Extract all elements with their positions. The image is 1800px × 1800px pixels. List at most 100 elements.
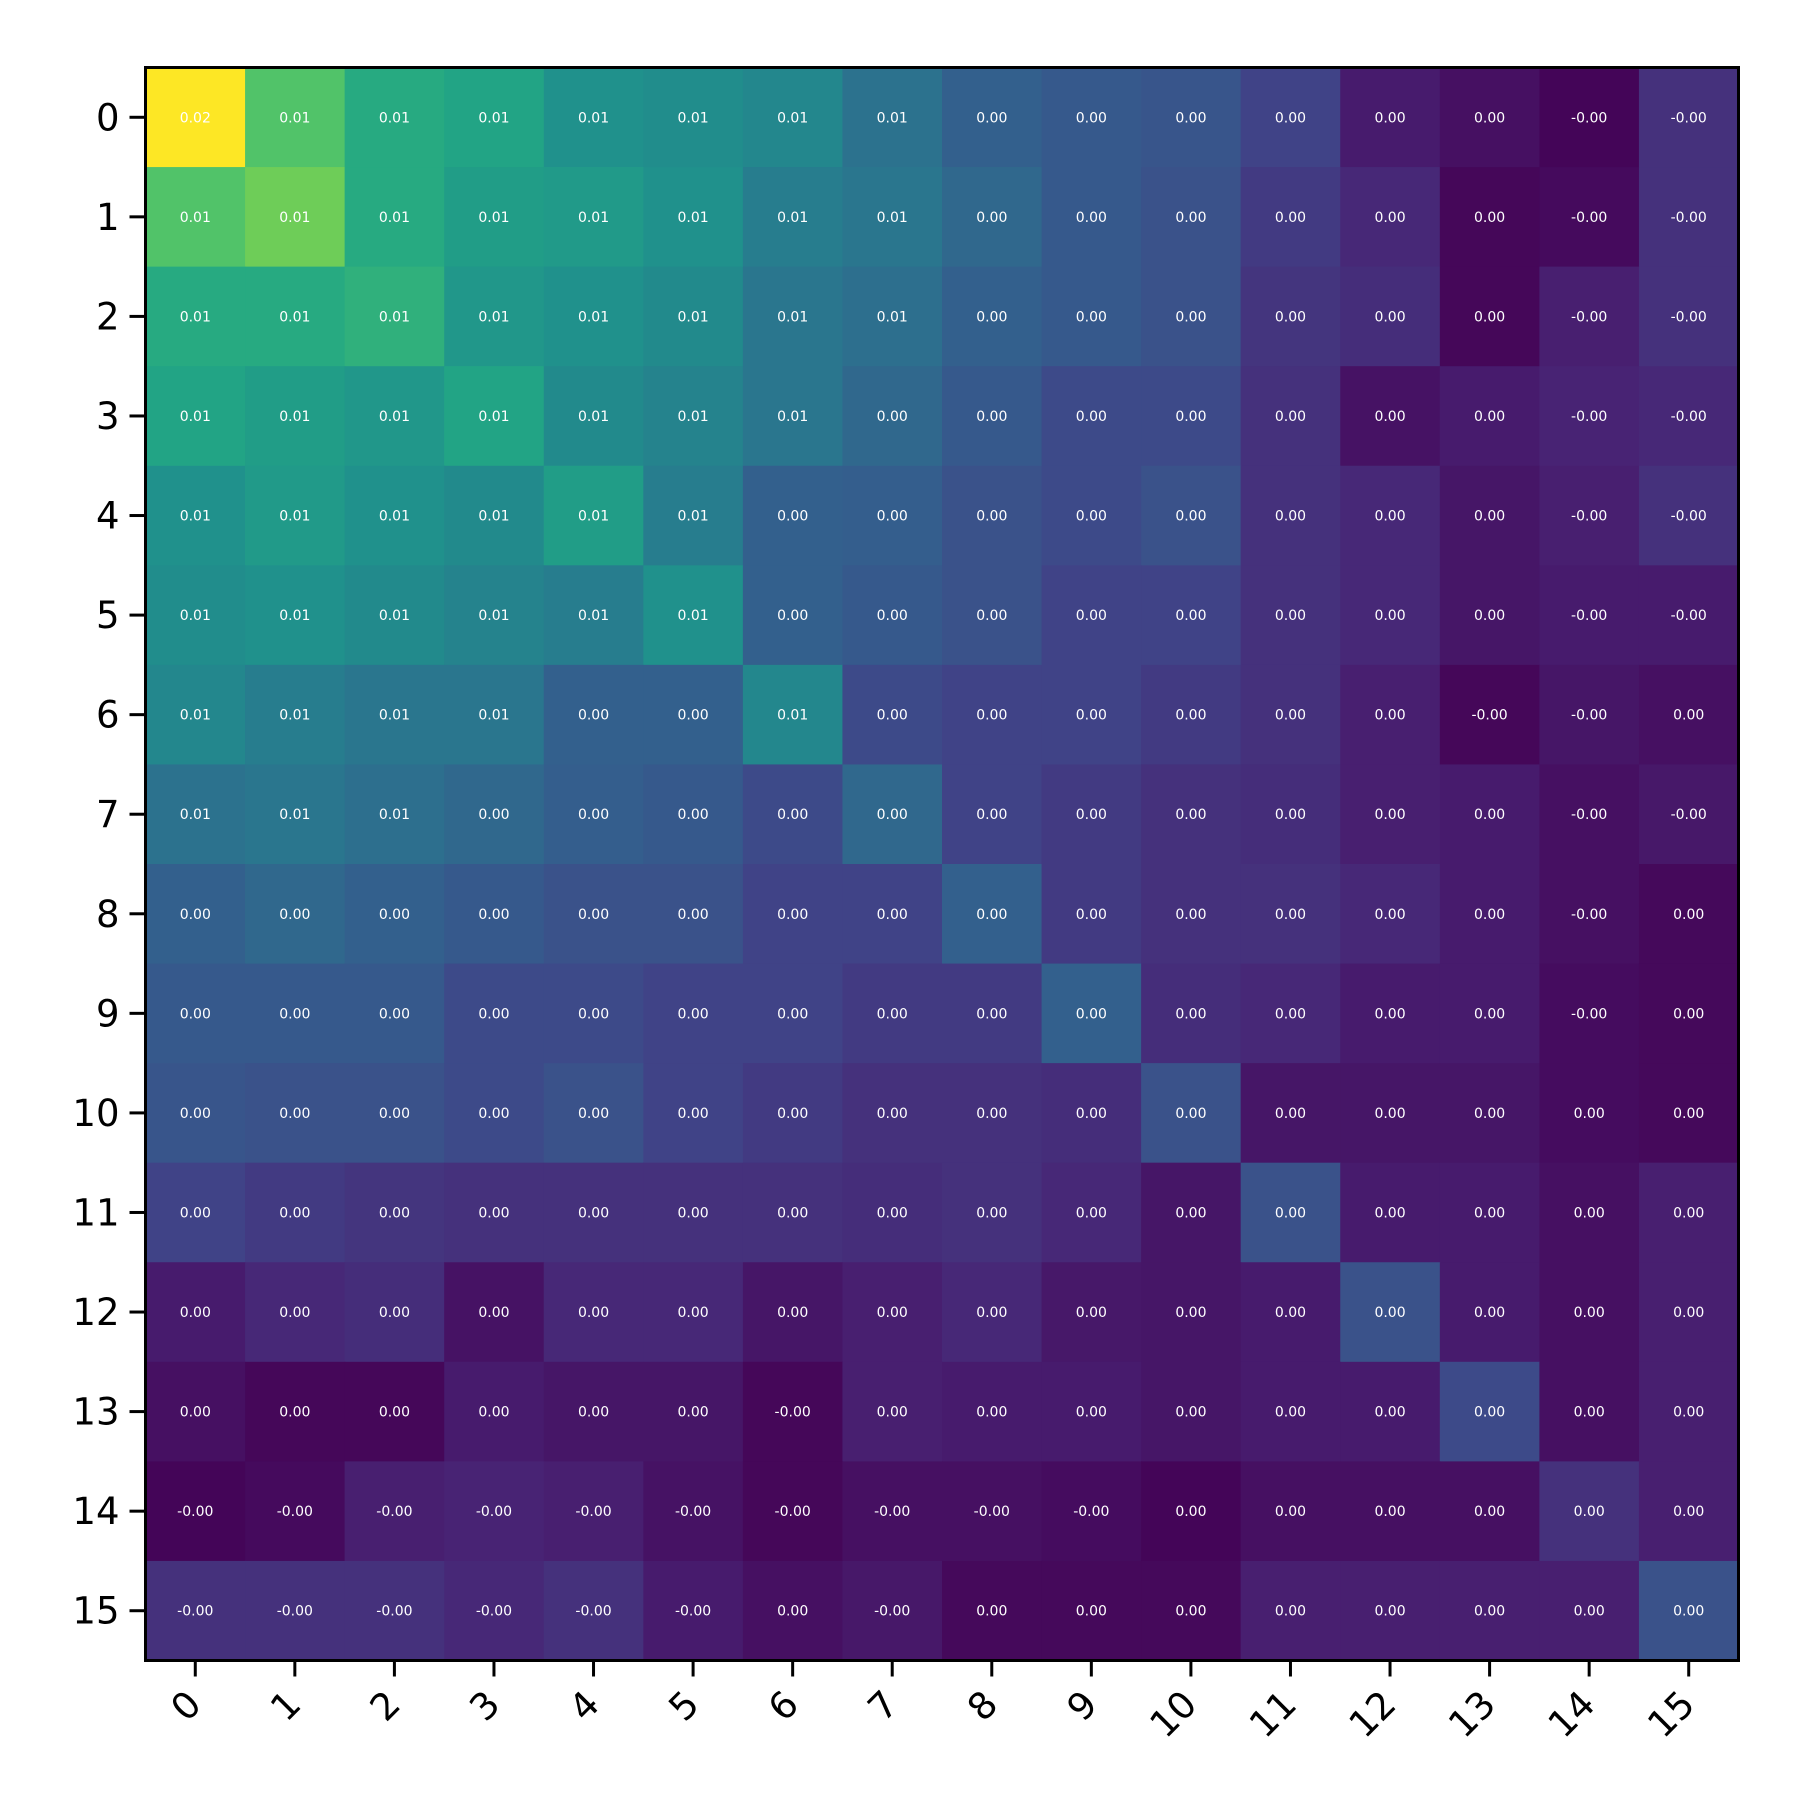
heatmap-cell-label: 0.01 [678,210,709,226]
heatmap-cell-label: 0.00 [1474,309,1505,325]
heatmap-cell [543,565,644,666]
heatmap-cell-label: 0.00 [1076,807,1107,823]
heatmap-cell [543,1063,644,1164]
heatmap-cell [444,1461,545,1562]
heatmap-cell-label: 0.00 [578,907,609,923]
heatmap-cell-label: 0.00 [1175,1405,1206,1421]
heatmap-cell-label: 0.00 [478,1106,509,1122]
heatmap-cell [643,1560,744,1662]
heatmap-cell [245,864,346,965]
heatmap-cell-label: 0.00 [478,907,509,923]
heatmap-cell [643,864,744,965]
heatmap-cell [344,1162,445,1263]
heatmap-cell [444,167,545,268]
y-tick-label: 8 [96,893,120,936]
heatmap-cell-label: 0.01 [777,210,808,226]
heatmap-cell [1141,1361,1242,1462]
heatmap-cell-label: 0.00 [976,1405,1007,1421]
heatmap-cell-label: 0.00 [976,409,1007,425]
heatmap-cell-label: 0.00 [976,907,1007,923]
heatmap-cell [1340,167,1441,268]
heatmap-cell-label: 0.00 [1076,509,1107,525]
heatmap-cell-label: -0.00 [974,1504,1010,1520]
heatmap-cell-label: 0.00 [1374,1504,1405,1520]
heatmap-cell-label: 0.00 [578,1106,609,1122]
heatmap-cell-label: 0.00 [578,708,609,724]
heatmap-cell-label: 0.00 [777,1604,808,1620]
heatmap-cell-label: 0.00 [678,1205,709,1221]
heatmap-cell-label: 0.01 [478,509,509,525]
heatmap-cell [1340,1361,1441,1462]
heatmap-cells [145,67,1740,1662]
heatmap-cell-label: -0.00 [575,1604,611,1620]
heatmap-cell-label: -0.00 [476,1604,512,1620]
heatmap-cell [1638,1560,1740,1662]
heatmap-cell-label: 0.00 [1076,1006,1107,1022]
heatmap-cell-label: 0.00 [1474,1504,1505,1520]
heatmap-cell-label: 0.01 [578,309,609,325]
heatmap-cell [145,1560,246,1662]
heatmap-cell-label: 0.00 [678,807,709,823]
heatmap-cell-label: 0.00 [1574,1504,1605,1520]
heatmap-cell [1439,864,1540,965]
heatmap-cell [1240,1361,1341,1462]
heatmap-cell-label: 0.00 [180,907,211,923]
heatmap-cell [1638,465,1740,566]
heatmap-cell-label: 0.00 [1374,1405,1405,1421]
heatmap-cell [1240,167,1341,268]
heatmap-cell [245,465,346,566]
heatmap-cell-label: 0.00 [1474,1205,1505,1221]
heatmap-cell [1439,963,1540,1064]
heatmap-cell [1240,67,1341,168]
heatmap-cell-label: 0.01 [777,708,808,724]
heatmap-cell [245,167,346,268]
heatmap-cell [643,764,744,865]
heatmap-cell-label: 0.01 [478,708,509,724]
heatmap-cell-label: 0.01 [279,807,310,823]
heatmap-cell [1539,1361,1640,1462]
heatmap-cell-label: 0.00 [976,708,1007,724]
y-tick-label: 6 [96,694,120,737]
heatmap-cell-label: 0.00 [1275,409,1306,425]
heatmap-cell-label: 0.00 [1275,1106,1306,1122]
heatmap-cell [643,465,744,566]
heatmap-cell [742,465,844,566]
heatmap-cell-label: 0.00 [1673,1405,1704,1421]
heatmap-cell [1638,366,1740,467]
heatmap-cell-label: 0.00 [379,1006,410,1022]
heatmap-cell [344,465,445,566]
heatmap-cell-label: 0.01 [180,708,211,724]
heatmap-cell-label: 0.00 [1275,509,1306,525]
heatmap-cell-label: 0.01 [180,210,211,226]
heatmap-cell [543,1361,644,1462]
heatmap-cell-label: -0.00 [1571,509,1607,525]
heatmap-cell [942,1461,1043,1562]
heatmap-cell-label: 0.00 [1474,907,1505,923]
heatmap-cell-label: 0.00 [1076,309,1107,325]
heatmap-cell-label: 0.01 [877,309,908,325]
heatmap-cell-label: 0.00 [1275,309,1306,325]
heatmap-cell [742,1560,844,1662]
heatmap-cell [1041,266,1142,367]
heatmap-cell [1539,67,1640,168]
heatmap-cell-label: 0.00 [1275,1006,1306,1022]
heatmap-cell-label: -0.00 [1671,807,1707,823]
heatmap-cell [1638,67,1740,168]
heatmap-cell-label: 0.01 [777,409,808,425]
heatmap-cell-label: 0.00 [1076,1205,1107,1221]
heatmap-cell [1638,266,1740,367]
heatmap-cell [742,565,844,666]
heatmap-cell-label: 0.00 [1574,1205,1605,1221]
heatmap-cell [742,864,844,965]
heatmap-cell-label: 0.00 [1673,1504,1704,1520]
heatmap-cell-label: -0.00 [1571,210,1607,226]
heatmap-cell-label: 0.00 [478,1305,509,1321]
heatmap-cell-label: 0.01 [279,309,310,325]
heatmap-cell [742,67,844,168]
heatmap-cell [1240,1162,1341,1263]
heatmap-cell-label: 0.00 [877,1006,908,1022]
heatmap-cell-label: 0.00 [877,1106,908,1122]
heatmap-cell [245,1361,346,1462]
heatmap-cell [543,167,644,268]
heatmap-cell [1638,764,1740,865]
